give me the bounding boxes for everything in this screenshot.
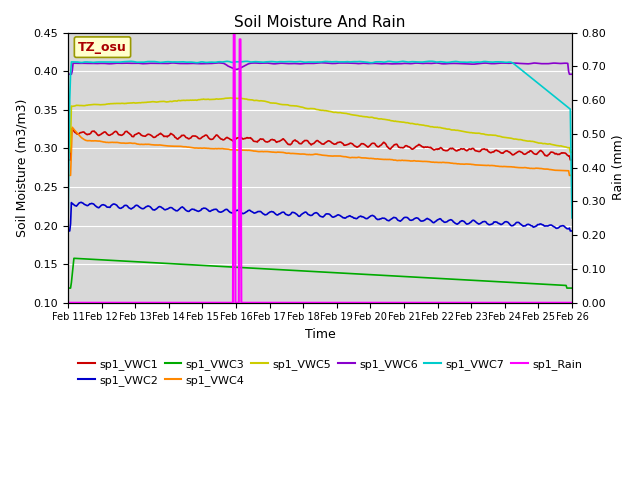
Y-axis label: Soil Moisture (m3/m3): Soil Moisture (m3/m3) [15,98,28,237]
X-axis label: Time: Time [305,328,335,341]
Y-axis label: Rain (mm): Rain (mm) [612,135,625,201]
Text: TZ_osu: TZ_osu [78,41,127,54]
Legend: sp1_VWC1, sp1_VWC2, sp1_VWC3, sp1_VWC4, sp1_VWC5, sp1_VWC6, sp1_VWC7, sp1_Rain: sp1_VWC1, sp1_VWC2, sp1_VWC3, sp1_VWC4, … [74,354,587,391]
Title: Soil Moisture And Rain: Soil Moisture And Rain [234,15,406,30]
